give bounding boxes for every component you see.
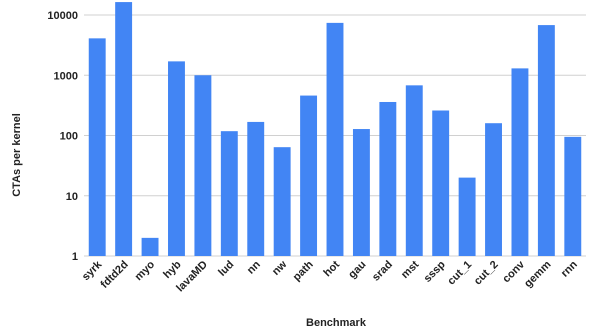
bar-lud xyxy=(220,131,238,256)
x-tick-label: hyb xyxy=(161,258,184,281)
x-tick-label: gemm xyxy=(522,258,554,290)
bar-hyb xyxy=(168,61,185,257)
bars xyxy=(88,2,582,257)
bar-nn xyxy=(247,121,265,257)
bar-gemm xyxy=(537,25,555,256)
x-tick-label: fdtd2d xyxy=(99,259,131,291)
y-tick-labels: 1 10 100 1000 10000 xyxy=(47,10,78,263)
bar-myo xyxy=(141,237,159,256)
bar-hot xyxy=(326,22,344,257)
x-tick-label: rnn xyxy=(559,258,580,279)
x-tick-label: cut_1 xyxy=(445,259,474,288)
x-tick-label: myo xyxy=(133,258,158,283)
bar-cut-2 xyxy=(485,123,502,256)
bar-nw xyxy=(273,147,291,256)
x-tick-label: sssp xyxy=(422,258,448,284)
bar-sssp xyxy=(432,110,450,256)
y-tick-label: 100 xyxy=(60,131,78,143)
x-tick-label: path xyxy=(291,258,316,283)
bar-cut-1 xyxy=(458,177,476,256)
x-axis-title: Benchmark xyxy=(306,317,367,329)
bar-path xyxy=(300,95,318,256)
y-tick-label: 10 xyxy=(66,191,78,203)
y-tick-label: 1 xyxy=(72,251,78,263)
x-tick-label: srad xyxy=(370,259,395,284)
x-tick-label: hot xyxy=(322,258,343,279)
bar-srad xyxy=(379,101,397,256)
y-axis-title: CTAs per kernel xyxy=(11,113,23,197)
x-tick-label: cut_2 xyxy=(472,259,501,288)
bar-gau xyxy=(352,129,370,256)
bar-syrk xyxy=(88,38,106,256)
bar-lavamd xyxy=(194,75,212,256)
bar-rnn xyxy=(564,136,582,256)
bar-fdtd2d xyxy=(115,2,133,257)
x-tick-label: nw xyxy=(270,258,290,278)
x-tick-label: gau xyxy=(346,259,368,281)
x-tick-label: nn xyxy=(245,258,263,276)
y-tick-label: 10000 xyxy=(47,10,78,22)
bar-conv xyxy=(511,68,529,256)
y-tick-label: 1000 xyxy=(54,70,78,82)
bar-mst xyxy=(405,85,423,256)
x-tick-label: mst xyxy=(399,258,422,281)
x-tick-label: lud xyxy=(216,259,236,279)
